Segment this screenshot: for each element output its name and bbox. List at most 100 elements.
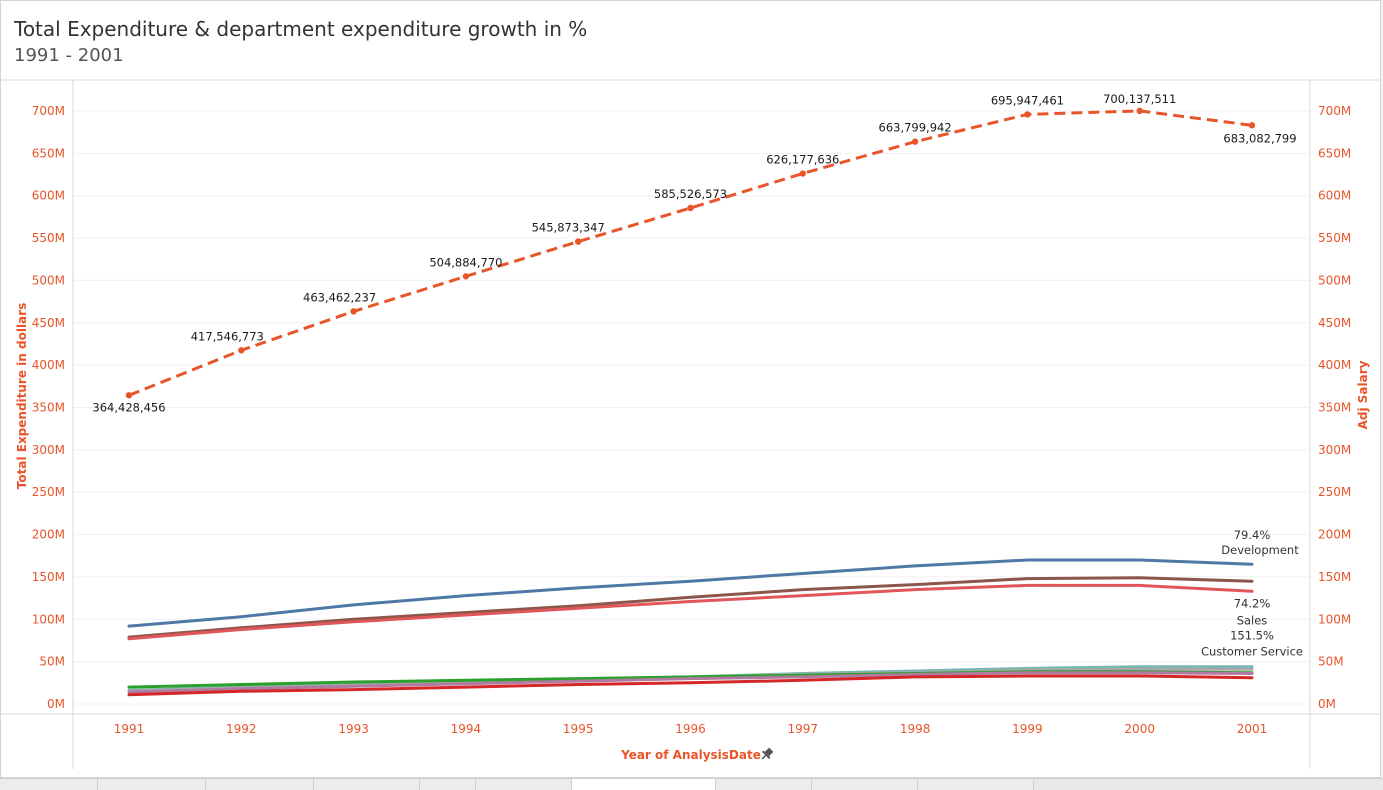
x-tick-label: 1992 — [226, 722, 257, 736]
chart-title: Total Expenditure & department expenditu… — [14, 17, 588, 41]
total-point[interactable] — [350, 308, 357, 315]
series-line-sales-dark[interactable] — [127, 576, 1254, 639]
series-growth-label: 74.2% — [1234, 596, 1271, 610]
y-right-tick-label: 100M — [1318, 612, 1351, 626]
sheet-tab[interactable] — [476, 779, 572, 790]
department-series — [127, 558, 1254, 697]
x-tick-label: 1999 — [1012, 722, 1043, 736]
y-axis-right-title: Adj Salary — [1356, 360, 1370, 429]
sheet-tab[interactable] — [314, 779, 420, 790]
total-point[interactable] — [799, 170, 806, 177]
y-axis-title: Total Expenditure in dollars — [15, 303, 29, 489]
pin-icon[interactable] — [759, 746, 775, 762]
series-line-red[interactable] — [127, 674, 1254, 697]
y-axis-right: 0M 50M 100M 150M 200M 250M 300M 350M 400M 450M 500… — [1318, 104, 1351, 711]
total-value-label: 695,947,461 — [991, 93, 1064, 107]
y-tick-label: 600M — [32, 189, 65, 203]
total-value-label: 700,137,511 — [1103, 92, 1176, 106]
sheet-tab[interactable] — [206, 779, 314, 790]
total-point[interactable] — [462, 273, 470, 280]
y-tick-label: 700M — [32, 104, 65, 118]
y-right-tick-label: 200M — [1318, 528, 1351, 542]
sheet-tab-bar — [0, 778, 1383, 790]
total-expenditure-line[interactable] — [128, 109, 1253, 397]
total-point[interactable] — [1248, 122, 1256, 129]
gridlines — [73, 110, 1310, 705]
sheet-tab[interactable] — [98, 779, 206, 790]
total-value-label: 683,082,799 — [1223, 131, 1296, 145]
total-value-label: 663,799,942 — [879, 121, 952, 135]
total-point[interactable] — [575, 238, 582, 245]
y-right-tick-label: 350M — [1318, 401, 1351, 415]
y-tick-label: 400M — [32, 358, 65, 372]
total-series — [125, 107, 1256, 399]
sheet-tab[interactable] — [918, 779, 1034, 790]
sheet-tab[interactable] — [812, 779, 918, 790]
total-value-label: 545,873,347 — [532, 221, 605, 235]
sheet-tab-active[interactable] — [572, 779, 716, 790]
x-tick-label: 2001 — [1237, 722, 1268, 736]
series-growth-label: 151.5% — [1230, 629, 1274, 643]
series-line-development[interactable] — [127, 558, 1254, 628]
y-tick-label: 0M — [47, 697, 65, 711]
y-tick-label: 650M — [32, 146, 65, 160]
y-right-tick-label: 500M — [1318, 273, 1351, 287]
y-right-tick-label: 50M — [1318, 655, 1344, 669]
y-tick-label: 550M — [32, 231, 65, 245]
plot-frame — [1, 79, 1382, 769]
x-tick-label: 1996 — [675, 722, 706, 736]
total-point[interactable] — [1024, 111, 1031, 118]
y-right-tick-label: 550M — [1318, 231, 1351, 245]
x-tick-label: 1994 — [451, 722, 482, 736]
sheet-tab[interactable] — [420, 779, 476, 790]
data-labels: 364,428,456 417,546,773 463,462,237 504,884… — [92, 92, 1303, 659]
y-right-tick-label: 250M — [1318, 485, 1351, 499]
y-right-tick-label: 650M — [1318, 146, 1351, 160]
series-line-sales[interactable] — [127, 583, 1254, 641]
x-tick-label: 1991 — [114, 722, 145, 736]
y-tick-label: 300M — [32, 443, 65, 457]
x-axis-title[interactable]: Year of AnalysisDate — [620, 748, 761, 762]
total-value-label: 364,428,456 — [92, 400, 165, 414]
x-tick-label: 1993 — [338, 722, 369, 736]
y-tick-label: 50M — [39, 655, 65, 669]
y-tick-label: 100M — [32, 612, 65, 626]
x-tick-label: 1998 — [900, 722, 931, 736]
total-value-label: 463,462,237 — [303, 290, 376, 304]
sheet-tab[interactable] — [0, 779, 98, 790]
total-value-label: 585,526,573 — [654, 187, 727, 201]
y-right-tick-label: 400M — [1318, 358, 1351, 372]
y-right-tick-label: 300M — [1318, 443, 1351, 457]
series-line-purple[interactable] — [127, 671, 1254, 694]
total-point[interactable] — [238, 347, 245, 354]
total-point[interactable] — [687, 204, 694, 212]
chart-subtitle: 1991 - 2001 — [14, 45, 124, 66]
series-growth-label: 79.4% — [1234, 528, 1271, 542]
y-right-tick-label: 0M — [1318, 697, 1336, 711]
y-right-tick-label: 600M — [1318, 189, 1351, 203]
y-right-tick-label: 700M — [1318, 104, 1351, 118]
total-value-label: 417,546,773 — [191, 329, 264, 343]
x-tick-label: 1995 — [563, 722, 594, 736]
series-name-label: Development — [1221, 543, 1299, 557]
y-tick-label: 350M — [32, 401, 65, 415]
sheet-tab[interactable] — [716, 779, 812, 790]
x-tick-label: 1997 — [788, 722, 819, 736]
total-point[interactable] — [125, 392, 133, 399]
x-tick-label: 2000 — [1124, 722, 1155, 736]
y-tick-label: 200M — [32, 528, 65, 542]
total-point[interactable] — [1136, 107, 1143, 115]
y-tick-label: 500M — [32, 273, 65, 287]
y-tick-label: 250M — [32, 485, 65, 499]
y-tick-label: 450M — [32, 316, 65, 330]
series-name-label: Customer Service — [1201, 645, 1303, 659]
total-value-label: 504,884,770 — [429, 255, 502, 269]
y-right-tick-label: 450M — [1318, 316, 1351, 330]
total-value-label: 626,177,636 — [766, 153, 839, 167]
series-name-label: Sales — [1237, 613, 1268, 627]
total-point[interactable] — [911, 138, 919, 145]
y-tick-label: 150M — [32, 570, 65, 584]
y-axis-left: 0M 50M 100M 150M 200M 250M 300M 350M 400M 450M 500… — [32, 104, 65, 711]
